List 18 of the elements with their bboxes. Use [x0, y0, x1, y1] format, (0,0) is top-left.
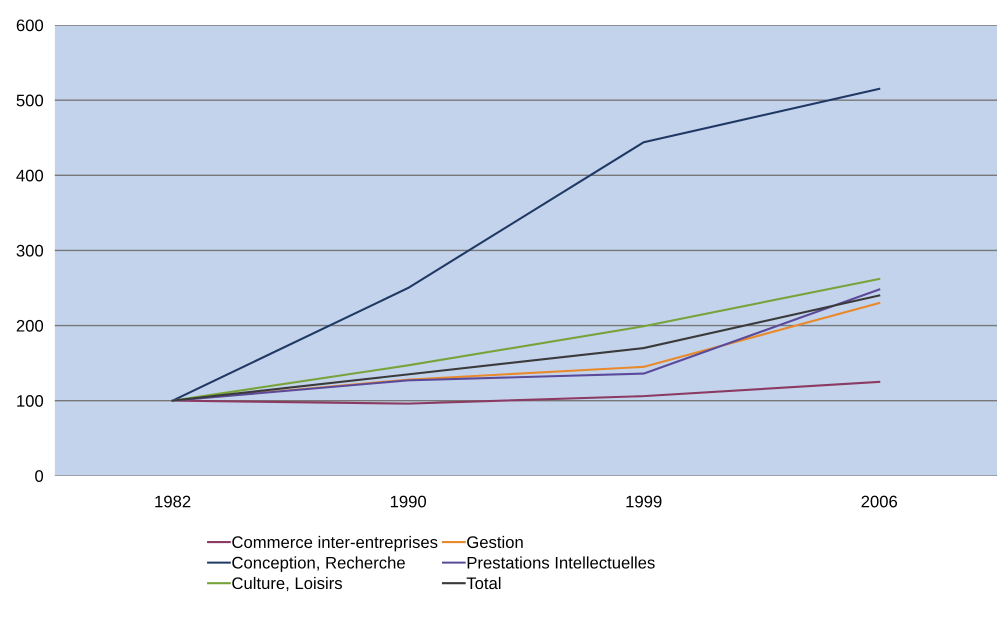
legend-label: Total: [466, 576, 500, 590]
x-tick-label: 1999: [626, 496, 662, 508]
x-tick-label: 2006: [862, 496, 898, 508]
x-tick-label: 1982: [155, 496, 190, 508]
legend-label: Prestations Intellectuelles: [468, 556, 655, 569]
y-tick-label: 200: [16, 320, 44, 332]
legend-label: Culture, Loisirs: [232, 576, 342, 592]
y-tick-label: 400: [16, 170, 44, 182]
line-series: [172, 88, 880, 402]
y-tick-label: 100: [17, 395, 44, 407]
y-tick-label: 600: [16, 19, 44, 32]
y-tick-label: 300: [16, 244, 44, 257]
legend-label: Conception, Recherche: [232, 556, 405, 572]
y-tick-label: 500: [16, 94, 44, 106]
legend-label: Commerce inter-entreprises: [232, 536, 438, 552]
legend-label: Gestion: [467, 536, 523, 548]
x-tick-label: 1990: [390, 496, 426, 508]
y-tick-label: 0: [35, 470, 44, 482]
